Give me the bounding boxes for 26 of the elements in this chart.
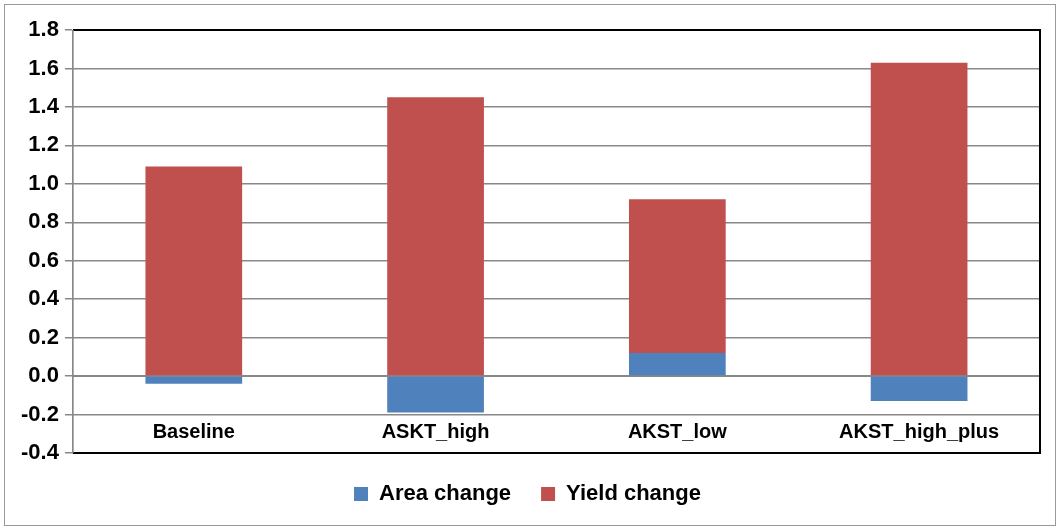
- y-tick-label: -0.4: [20, 439, 60, 465]
- bar: [628, 353, 726, 376]
- y-tick-label: -0.2: [20, 400, 59, 426]
- y-tick-label: 1.2: [28, 131, 59, 157]
- y-tick-label: 1.0: [28, 169, 59, 195]
- y-tick-label: 0.6: [28, 246, 59, 272]
- y-tick-label: 0.4: [28, 285, 60, 311]
- bar: [870, 376, 968, 402]
- x-tick-label: AKST_high_plus: [839, 419, 1000, 442]
- legend-label: Area change: [379, 480, 512, 506]
- bar: [145, 376, 243, 384]
- y-tick-label: 1.6: [28, 54, 59, 80]
- bar: [145, 166, 243, 376]
- x-tick-label: Baseline: [152, 419, 235, 442]
- y-tick-label: 1.8: [28, 16, 59, 42]
- bar: [387, 376, 484, 413]
- x-tick-label: ASKT_high: [381, 419, 490, 442]
- y-tick-label: 1.4: [28, 92, 60, 118]
- bar: [870, 62, 968, 376]
- y-tick-label: 0.0: [28, 362, 59, 388]
- bar: [387, 97, 484, 376]
- y-tick-label: 0.8: [28, 208, 59, 234]
- y-tick-label: 0.2: [28, 323, 59, 349]
- bar: [628, 199, 726, 354]
- x-tick-label: AKST_low: [627, 419, 728, 442]
- legend-label: Yield change: [566, 480, 701, 506]
